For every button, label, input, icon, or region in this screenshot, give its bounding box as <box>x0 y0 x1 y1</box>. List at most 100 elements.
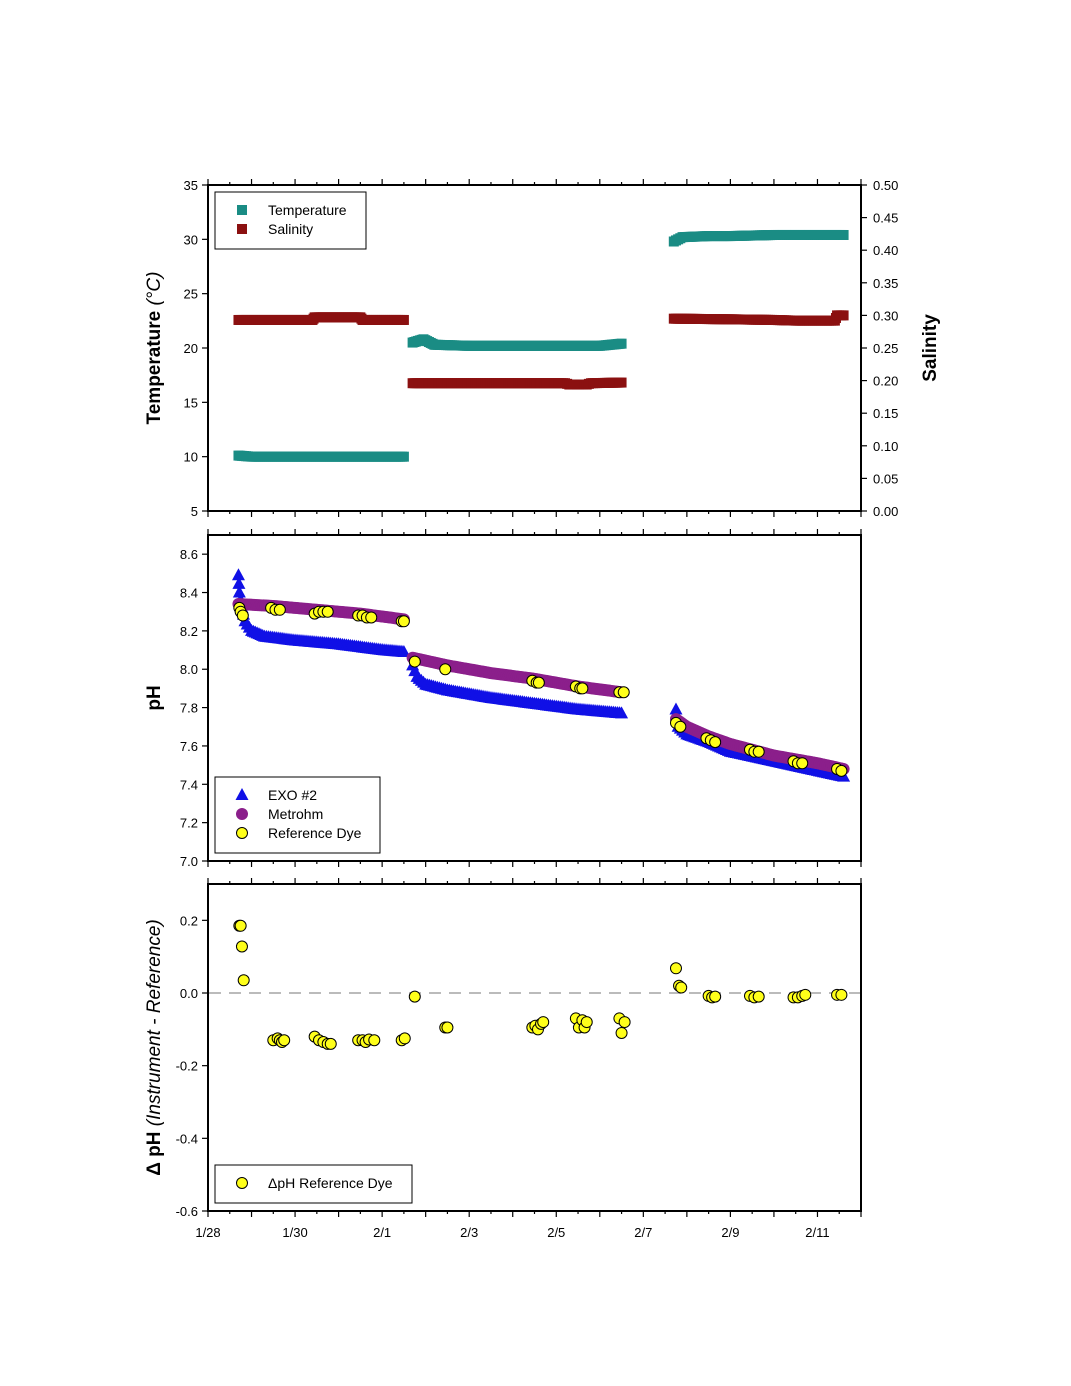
y-tick-label: -0.4 <box>176 1131 198 1146</box>
y2-tick-label: 0.35 <box>873 276 898 291</box>
y-tick-label: 0.0 <box>180 986 198 1001</box>
legend-marker <box>236 1177 248 1189</box>
y-tick-label: 30 <box>184 232 198 247</box>
data-point <box>236 609 249 622</box>
series-salinity <box>233 310 849 390</box>
legend-marker <box>237 205 247 215</box>
plot-frame <box>207 883 862 1212</box>
legend: ΔpH Reference Dye <box>214 1164 413 1204</box>
legend-marker <box>236 808 248 820</box>
data-point <box>365 611 378 624</box>
data-point <box>441 1021 454 1034</box>
legend-label: Salinity <box>268 221 313 237</box>
data-point <box>408 990 421 1003</box>
data-point <box>752 990 765 1003</box>
data-point <box>321 605 334 618</box>
x-tick-label: 2/11 <box>805 1225 829 1240</box>
y-axis-title-main: Δ pH <box>144 1126 165 1176</box>
data-point <box>537 1016 550 1029</box>
data-point <box>618 1016 631 1029</box>
data-point <box>398 1032 411 1045</box>
data-point <box>669 962 682 975</box>
data-point <box>397 644 411 657</box>
legend-label: Metrohm <box>268 806 323 822</box>
data-point <box>278 1034 291 1047</box>
y2-tick-label: 0.25 <box>873 341 898 356</box>
y2-tick-label: 0.50 <box>873 178 898 193</box>
y-tick-label: 10 <box>184 450 198 465</box>
legend-marker <box>236 827 248 839</box>
y-axis-title: Temperature (°C) <box>144 272 165 425</box>
y2-tick-label: 0.15 <box>873 406 898 421</box>
y-tick-label: 5 <box>191 504 198 519</box>
x-tick-label: 2/9 <box>721 1225 739 1240</box>
y-tick-label: 35 <box>184 178 198 193</box>
data-point <box>838 229 849 240</box>
y-tick-label: 7.8 <box>180 701 198 716</box>
data-point <box>234 919 247 932</box>
y-tick-label: 7.4 <box>180 777 198 792</box>
series--ph-reference-dye <box>233 919 848 1050</box>
delta-ph-panel: 1/28 1/30 2/1 2/3 2/5 2/7 2/9 2/11 -0.6 -0.4 -0.2 0… <box>144 878 862 1240</box>
data-point <box>237 974 250 987</box>
y-tick-label: -0.6 <box>176 1204 198 1219</box>
data-point <box>709 736 722 749</box>
data-point <box>580 1016 593 1029</box>
data-point <box>675 981 688 994</box>
x-tick-label: 2/3 <box>460 1225 478 1240</box>
temperature-salinity-panel: 5 10 15 20 25 30 35 0.00 0.05 0.10 0.15 0.20 0.25 0.3… <box>144 178 941 519</box>
y-tick-label: 8.0 <box>180 662 198 677</box>
data-point <box>674 720 687 733</box>
data-point <box>616 338 627 349</box>
y-tick-label: 15 <box>184 395 198 410</box>
x-tick-label: 1/30 <box>282 1225 307 1240</box>
y-axis-title-italic: (°C) <box>144 272 165 306</box>
y-tick-label: 0.2 <box>180 913 198 928</box>
legend: EXO #2 Metrohm Reference Dye <box>214 776 381 854</box>
ph-panel: 7.0 7.2 7.4 7.6 7.8 8.0 8.2 8.4 8.6 pH EXO #2 Metro… <box>144 529 862 869</box>
legend-marker <box>235 788 249 800</box>
data-point <box>235 940 248 953</box>
y-axis-title: pH <box>144 685 165 710</box>
data-point <box>273 603 286 616</box>
data-point <box>232 576 246 589</box>
y2-tick-label: 0.20 <box>873 374 898 389</box>
data-point <box>838 310 849 321</box>
y2-tick-label: 0.45 <box>873 211 898 226</box>
series-exo-2 <box>231 568 851 782</box>
data-point <box>408 655 421 668</box>
y-axis-title-italic: (Instrument - Reference) <box>144 919 165 1126</box>
data-point <box>368 1034 381 1047</box>
data-point <box>576 682 589 695</box>
legend-label: Reference Dye <box>268 825 362 841</box>
legend-marker <box>237 224 247 234</box>
legend: Temperature Salinity <box>214 191 367 250</box>
data-point <box>398 451 409 462</box>
x-tick-label: 1/28 <box>195 1225 220 1240</box>
y-axis-title-main: Temperature <box>144 306 165 425</box>
y-tick-label: 8.2 <box>180 624 198 639</box>
legend-label: Temperature <box>268 202 347 218</box>
y2-tick-label: 0.30 <box>873 308 898 323</box>
data-point <box>617 686 630 699</box>
data-point <box>615 706 629 719</box>
x-tick-label: 2/5 <box>547 1225 565 1240</box>
data-point <box>616 377 627 388</box>
y-tick-label: 20 <box>184 341 198 356</box>
y2-axis-title: Salinity <box>920 314 941 382</box>
y-tick-label: 7.2 <box>180 816 198 831</box>
data-point <box>439 663 452 676</box>
data-point <box>796 757 809 770</box>
y2-tick-label: 0.40 <box>873 243 898 258</box>
data-point <box>232 585 246 598</box>
series-temperature <box>233 229 849 462</box>
data-point <box>835 988 848 1001</box>
x-tick-label: 2/1 <box>373 1225 391 1240</box>
data-point <box>398 314 409 325</box>
y-tick-label: 7.6 <box>180 739 198 754</box>
y2-tick-label: 0.05 <box>873 471 898 486</box>
y2-tick-label: 0.00 <box>873 504 898 519</box>
legend-box <box>214 191 367 250</box>
legend-label: ΔpH Reference Dye <box>268 1175 393 1191</box>
y-tick-label: 25 <box>184 287 198 302</box>
